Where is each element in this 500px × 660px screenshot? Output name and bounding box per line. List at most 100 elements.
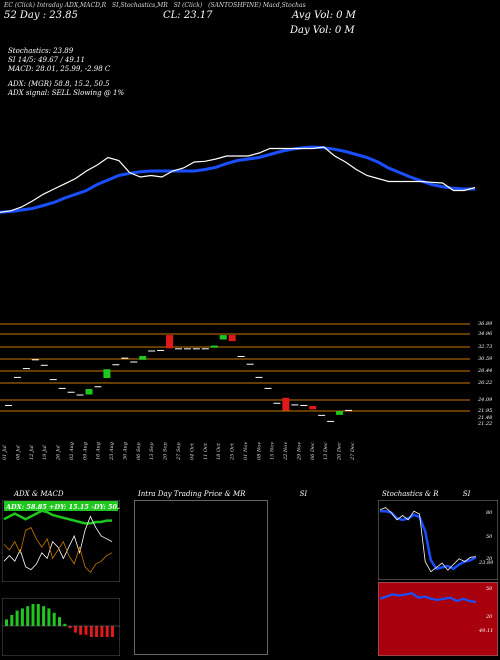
- x-tick-label: 06 Dec: [310, 442, 316, 460]
- candle: [210, 345, 218, 348]
- candle: [67, 391, 75, 393]
- macd-bar: [100, 626, 104, 637]
- x-tick-label: 30 Aug: [122, 442, 128, 460]
- candle: [121, 357, 129, 359]
- candle: [318, 414, 326, 416]
- mrsi-line: [379, 592, 477, 604]
- candle: [94, 386, 102, 388]
- x-tick-label: 02 Aug: [69, 442, 75, 460]
- candle: [228, 335, 236, 342]
- stoch-title-2: SI: [462, 490, 471, 498]
- x-tick-label: 13 Dec: [323, 442, 329, 460]
- x-tick-label: 12 Jul: [29, 445, 35, 460]
- signal-text: ADX signal: SELL Slowing @ 1%: [8, 89, 125, 97]
- panel-title-intraday: Intra Day Trading Price & MR SI: [138, 490, 307, 498]
- header-text-4: (SANTOSHFINE) Macd,Stochas: [208, 2, 306, 9]
- adx-label: ADX: 58.85 +DY: 15.15 -DY: 50.51: [5, 503, 120, 511]
- macd-text: MACD: 28.01, 25.99, -2.98 C: [8, 65, 111, 73]
- y-tick-label: 24.09: [477, 397, 493, 403]
- candle: [282, 397, 290, 411]
- average-line: [0, 145, 475, 214]
- plus-di-line: [3, 515, 113, 571]
- x-tick-label: 25 Oct: [230, 442, 236, 461]
- y-tick-label: 21.95: [477, 408, 492, 414]
- candle: [58, 387, 66, 389]
- x-tick-label: 16 Aug: [96, 442, 102, 460]
- candle: [192, 348, 200, 350]
- candle: [336, 411, 344, 415]
- candle: [246, 363, 254, 365]
- macd-bar: [63, 623, 67, 626]
- panel-frame: [2, 598, 120, 656]
- intraday-panel: [134, 500, 268, 655]
- macd-bar: [79, 626, 83, 635]
- avg-volume: Avg Vol: 0 M: [292, 10, 356, 21]
- x-tick-label: 01 Nov: [243, 442, 249, 460]
- intraday-title-2: SI: [299, 490, 308, 498]
- x-tick-label: 22 Nov: [283, 442, 289, 461]
- macd-bar: [89, 626, 93, 637]
- stoch-tick: 20: [485, 556, 493, 562]
- macd-bar: [105, 626, 109, 637]
- candle: [157, 349, 165, 351]
- y-tick-label: 28.44: [477, 368, 492, 374]
- adx-line: [3, 509, 112, 525]
- candle: [76, 394, 84, 396]
- x-tick-label: 27 Sep: [176, 442, 182, 461]
- candle: [112, 364, 120, 366]
- stoch-k-line: [379, 507, 477, 573]
- macd-bar: [111, 626, 114, 637]
- candle: [219, 335, 227, 340]
- x-tick-label: 15 Nov: [270, 442, 276, 460]
- macd-bar: [26, 606, 30, 626]
- macd-panel: [2, 598, 120, 656]
- stoch-text: Stochastics: 23.89: [8, 47, 74, 55]
- candle: [175, 348, 182, 350]
- x-tick-label: 19 Jul: [42, 445, 48, 460]
- day-volume: Day Vol: 0 M: [290, 25, 355, 36]
- panel-frame: [2, 500, 120, 582]
- x-tick-label: 11 Oct: [203, 442, 209, 460]
- stoch-tick: 50: [486, 534, 493, 540]
- candle: [148, 350, 156, 352]
- candle: [255, 376, 263, 378]
- header-text-1: EC (Click) Intraday ADX,MACD,R: [4, 2, 107, 9]
- candle: [31, 359, 39, 361]
- candle: [273, 402, 281, 404]
- candle: [166, 335, 174, 349]
- macd-bar: [52, 612, 56, 626]
- close-text: CL: 23.17: [163, 10, 213, 21]
- macd-bar: [95, 626, 99, 637]
- candle: [327, 420, 335, 422]
- range-text: 52 Day : 23.85: [4, 10, 78, 21]
- x-tick-label: 20 Dec: [337, 442, 343, 461]
- mrsi-tick: 20: [485, 614, 493, 620]
- x-tick-label: 06 Sep: [136, 442, 142, 460]
- candle: [264, 387, 272, 389]
- y-tick-label: 21.22: [477, 421, 492, 427]
- macd-bar: [58, 617, 61, 626]
- adx-text: ADX: (MGR) 58.8, 15.2, 50.5: [8, 80, 110, 88]
- candle: [300, 404, 308, 406]
- header-line-1: EC (Click) Intraday ADX,MACD,R SI,Stocha…: [4, 2, 306, 9]
- y-tick-label: 30.59: [478, 356, 493, 362]
- candle: [139, 356, 147, 360]
- mrsi-tick: 50: [486, 586, 493, 592]
- candle: [22, 368, 30, 370]
- minus-di-line: [3, 527, 113, 574]
- x-tick-label: 27 Dec: [350, 442, 356, 461]
- candle: [85, 389, 93, 395]
- price-candlestick-chart: 36.89 34.96 32.73 30.59 28.44 26.22 24.09 21.95…: [0, 321, 493, 461]
- candle: [237, 356, 245, 357]
- macd-bar: [68, 626, 72, 629]
- panel-title-adx: ADX & MACD: [14, 490, 64, 498]
- y-tick-label: 36.89: [478, 321, 493, 327]
- header-text-2: SI,Stochastics,MR: [112, 2, 168, 9]
- macd-bar: [5, 619, 8, 626]
- stoch-title: Stochastics & R: [382, 490, 439, 498]
- candle: [40, 364, 48, 366]
- x-tick-label: 01 Jul: [2, 445, 8, 460]
- macd-bar: [10, 615, 14, 626]
- candle: [49, 379, 57, 381]
- x-tick-label: 08 Jul: [15, 445, 21, 460]
